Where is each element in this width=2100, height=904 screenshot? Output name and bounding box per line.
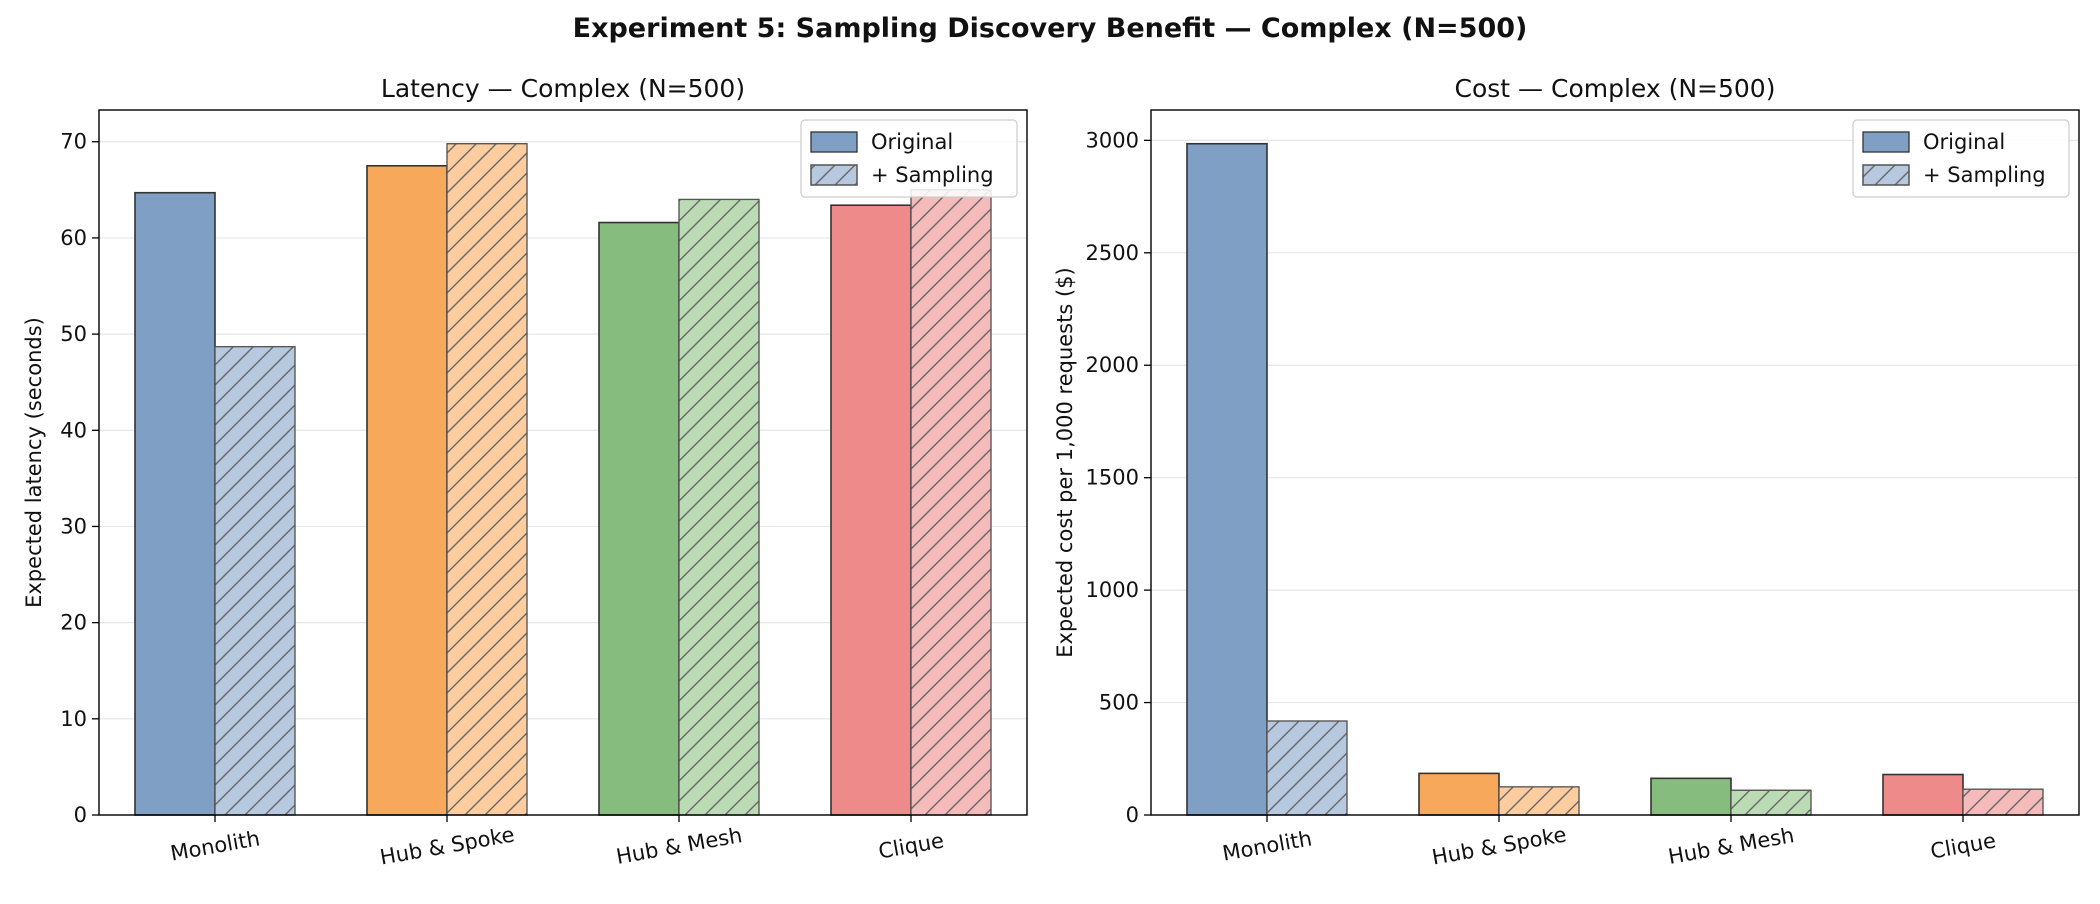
- y-tick-label: 0: [74, 803, 87, 827]
- x-tick-label-monolith: Monolith: [1221, 826, 1314, 865]
- figure-title: Experiment 5: Sampling Discovery Benefit…: [573, 13, 1528, 44]
- legend-label-original: Original: [871, 130, 953, 154]
- chart-title: Latency — Complex (N=500): [381, 74, 745, 103]
- y-tick-label: 20: [60, 611, 87, 635]
- y-tick-label: 0: [1126, 803, 1139, 827]
- axes-frame: [98, 109, 1028, 816]
- bar-original-clique: [1882, 773, 1964, 816]
- x-tick-label-clique: Clique: [877, 828, 946, 863]
- legend-label-sampling: + Sampling: [871, 163, 994, 187]
- legend: Original + Sampling: [800, 119, 1018, 198]
- bar-original-hub-mesh: [598, 221, 680, 816]
- cost-chart: Monolith Hub & Spoke Hub & Mesh Clique 0 500 1…: [1053, 74, 2080, 870]
- bar-original-hub-spoke: [1418, 772, 1500, 816]
- y-axis-label: Expected latency (seconds): [22, 317, 46, 608]
- legend-swatch-hatch: [810, 164, 858, 186]
- y-tick-label: 500: [1099, 691, 1139, 715]
- bar-original-monolith: [1186, 142, 1268, 816]
- bar-hatch-hub-mesh: [678, 198, 760, 816]
- y-tick-label: 30: [60, 514, 87, 538]
- bar-original-clique: [830, 204, 912, 816]
- bar-original-hub-mesh: [1650, 777, 1732, 816]
- bar-hatch-hub-mesh: [1730, 789, 1812, 816]
- legend-label-original: Original: [1923, 130, 2005, 154]
- chart-title: Cost — Complex (N=500): [1455, 74, 1776, 103]
- legend-swatch-hatch: [1862, 164, 1910, 186]
- y-tick-label: 3000: [1086, 128, 1139, 152]
- y-tick-label: 2500: [1086, 241, 1139, 265]
- y-tick-label: 40: [60, 418, 87, 442]
- bar-hatch-hub-spoke: [446, 143, 528, 816]
- bar-hatch-monolith: [1266, 720, 1348, 816]
- x-tick-label-hub-mesh: Hub & Mesh: [1666, 823, 1796, 869]
- y-tick-label: 2000: [1086, 353, 1139, 377]
- latency-chart: Monolith Hub & Spoke Hub & Mesh Clique 0 10 20…: [22, 74, 1028, 870]
- bar-original-hub-spoke: [366, 164, 448, 816]
- x-tick-label-hub-mesh: Hub & Mesh: [614, 823, 744, 869]
- axes-frame: [1150, 109, 2080, 816]
- y-axis-label: Expected cost per 1,000 requests ($): [1053, 267, 1077, 657]
- legend-label-sampling: + Sampling: [1923, 163, 2046, 187]
- y-tick-label: 70: [60, 130, 87, 154]
- bar-hatch-clique: [1962, 788, 2044, 816]
- bar-hatch-hub-spoke: [1498, 786, 1580, 816]
- x-tick-label-monolith: Monolith: [169, 826, 262, 865]
- x-tick-label-hub-spoke: Hub & Spoke: [1430, 822, 1568, 869]
- y-tick-label: 1500: [1086, 466, 1139, 490]
- y-tick-label: 60: [60, 226, 87, 250]
- bar-original-monolith: [134, 191, 216, 816]
- y-tick-label: 10: [60, 707, 87, 731]
- legend-swatch-original: [1862, 131, 1910, 153]
- y-tick-label: 1000: [1086, 578, 1139, 602]
- y-tick-label: 50: [60, 322, 87, 346]
- legend-swatch-original: [810, 131, 858, 153]
- legend: Original + Sampling: [1852, 119, 2070, 198]
- x-tick-label-hub-spoke: Hub & Spoke: [378, 822, 516, 869]
- x-tick-label-clique: Clique: [1929, 828, 1998, 863]
- bar-hatch-clique: [910, 189, 992, 816]
- bar-hatch-monolith: [214, 346, 296, 816]
